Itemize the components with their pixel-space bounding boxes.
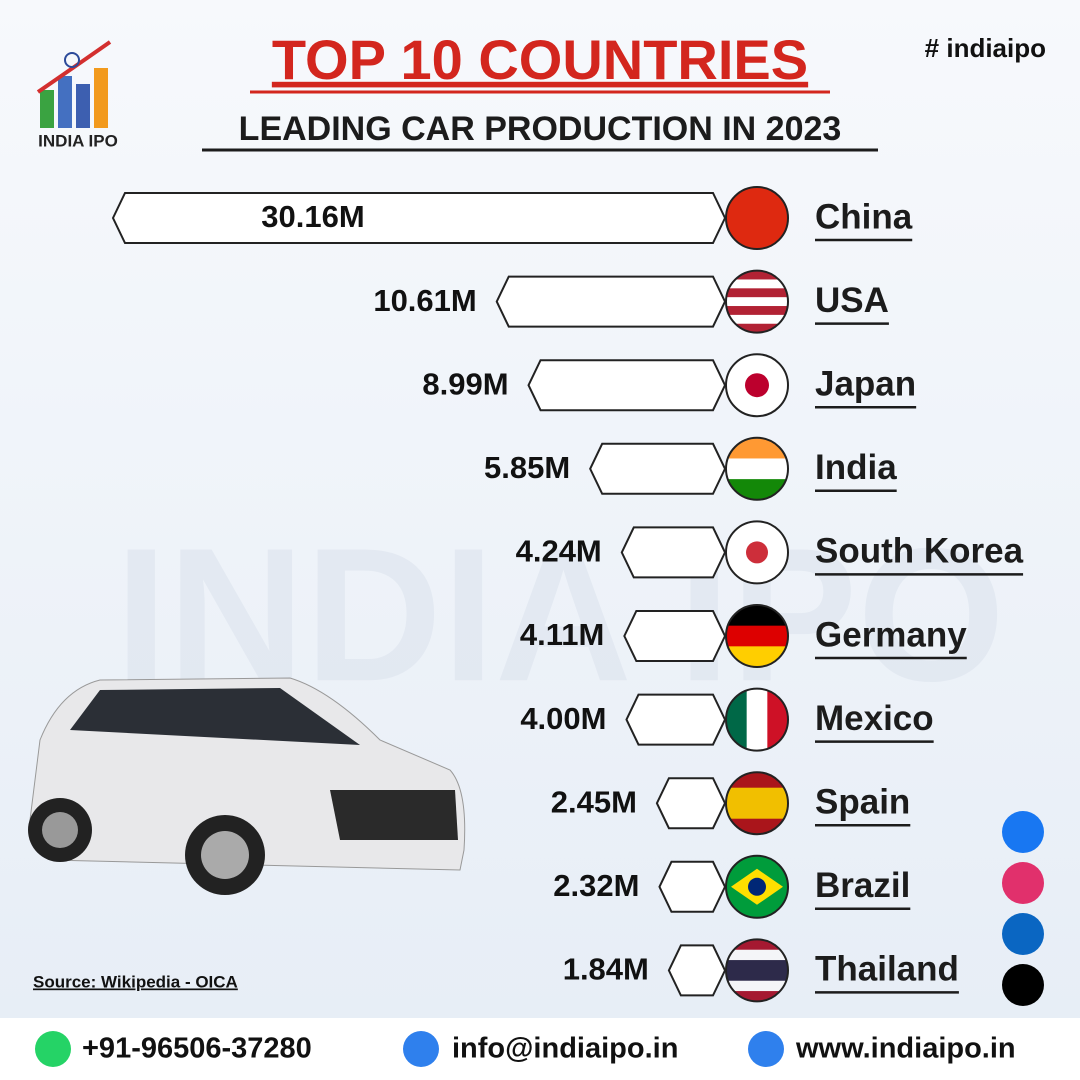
flag xyxy=(725,771,789,836)
bar xyxy=(655,777,727,830)
email[interactable]: info@indiaipo.in xyxy=(452,1033,678,1065)
value-label: 30.16M xyxy=(261,199,364,234)
email-icon xyxy=(403,1031,439,1067)
value-label: 4.00M xyxy=(520,701,606,736)
value-label: 2.32M xyxy=(553,868,639,903)
flag-stripe xyxy=(726,980,788,992)
country-label: Germany xyxy=(815,615,967,654)
country-label: South Korea xyxy=(815,532,1024,571)
flag-border xyxy=(725,186,789,250)
flag xyxy=(725,520,789,585)
car-image xyxy=(28,677,466,895)
country-label: Spain xyxy=(815,782,910,821)
website[interactable]: www.indiaipo.in xyxy=(795,1033,1016,1065)
flag xyxy=(725,436,789,501)
flag-border xyxy=(725,771,789,836)
bar xyxy=(527,359,727,412)
bar xyxy=(589,442,727,495)
flag xyxy=(725,604,789,668)
flag-border xyxy=(725,353,789,418)
source: Source: Wikipedia - OICA xyxy=(33,972,238,991)
flag-stripe xyxy=(726,939,788,951)
flag xyxy=(725,353,789,418)
flag xyxy=(725,186,789,250)
flag-stripe xyxy=(726,437,788,459)
flag-stripe xyxy=(726,605,788,627)
flag xyxy=(725,854,789,919)
instagram-icon[interactable] xyxy=(1002,862,1044,904)
x-icon[interactable] xyxy=(1002,964,1044,1006)
web-icon xyxy=(748,1031,784,1067)
flag-stripe xyxy=(726,288,788,298)
flag-stripe xyxy=(726,297,788,307)
flag-border xyxy=(725,938,789,1003)
value-label: 1.84M xyxy=(563,952,649,987)
country-label: USA xyxy=(815,281,889,320)
flag xyxy=(725,938,789,1003)
social-icons xyxy=(1002,811,1044,1006)
flag-disc xyxy=(748,877,766,896)
bar xyxy=(620,526,727,579)
flag-stripe xyxy=(726,787,788,804)
flag-stripe xyxy=(726,314,788,325)
flag-stripe xyxy=(726,270,788,280)
bar xyxy=(625,693,727,746)
brand: INDIA IPO xyxy=(38,131,118,150)
country-label: Brazil xyxy=(815,866,910,905)
phone[interactable]: +91-96506-37280 xyxy=(82,1033,312,1065)
hashtag: # indiaipo xyxy=(925,33,1046,63)
subtitle: LEADING CAR PRODUCTION IN 2023 xyxy=(239,110,842,148)
bar xyxy=(111,192,727,244)
flag-stripe xyxy=(726,306,788,316)
flag-border xyxy=(725,436,789,501)
country-label: China xyxy=(815,197,913,236)
facebook-icon[interactable] xyxy=(1002,811,1044,853)
flag-disc xyxy=(746,541,768,564)
value-label: 8.99M xyxy=(422,366,508,401)
flag-border xyxy=(725,604,789,668)
flag-stripe xyxy=(726,458,788,480)
phone-icon xyxy=(35,1031,71,1067)
country-label: Japan xyxy=(815,364,916,403)
flag-stripe xyxy=(726,803,788,820)
flag-stripe xyxy=(746,688,768,751)
flag-border xyxy=(725,854,789,919)
bar xyxy=(658,860,727,913)
flag-disc xyxy=(745,373,769,398)
linkedin-icon[interactable] xyxy=(1002,913,1044,955)
bar xyxy=(667,944,727,997)
flag xyxy=(725,687,789,752)
bar xyxy=(623,610,727,662)
value-label: 5.85M xyxy=(484,450,570,485)
flag-stripe xyxy=(726,688,748,751)
title: TOP 10 COUNTRIES xyxy=(272,28,808,91)
flag-stripe xyxy=(726,279,788,289)
value-label: 10.61M xyxy=(373,283,476,318)
value-label: 2.45M xyxy=(551,784,637,819)
flag-stripe xyxy=(726,991,788,1002)
country-label: Thailand xyxy=(815,950,959,989)
flag-stripe xyxy=(726,949,788,961)
bar xyxy=(495,275,727,328)
flag xyxy=(725,269,789,334)
country-label: India xyxy=(815,448,897,487)
flag-stripe xyxy=(726,625,788,647)
value-label: 4.11M xyxy=(520,617,604,652)
footer xyxy=(0,1018,1080,1080)
logo: INDIA IPO xyxy=(36,40,118,150)
flag-stripe xyxy=(726,970,788,982)
flag-stripe xyxy=(726,323,788,333)
flag-border xyxy=(725,520,789,585)
flag-stripe xyxy=(726,960,788,971)
value-label: 4.24M xyxy=(516,534,602,569)
flag-border xyxy=(725,269,789,334)
flag-stripe xyxy=(726,187,788,249)
country-label: Mexico xyxy=(815,699,934,738)
flag-border xyxy=(725,687,789,752)
